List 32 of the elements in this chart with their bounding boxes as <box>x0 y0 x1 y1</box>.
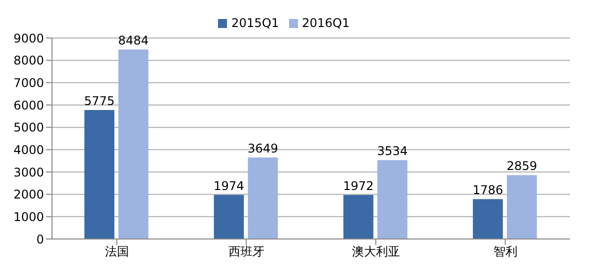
y-tick-label: 0 <box>36 232 44 246</box>
x-tick-label: 智利 <box>493 244 518 259</box>
bar <box>214 194 244 239</box>
x-tick-label: 澳大利亚 <box>352 244 400 259</box>
y-tick-label: 2000 <box>13 188 44 202</box>
bar <box>472 199 503 239</box>
data-label: 3649 <box>248 142 278 156</box>
y-tick-label: 7000 <box>13 76 44 90</box>
y-tick-label: 3000 <box>13 165 44 180</box>
bar <box>248 158 278 239</box>
y-tick-label: 8000 <box>13 54 44 68</box>
data-label: 1786 <box>472 183 504 198</box>
data-label: 5775 <box>84 94 115 108</box>
y-tick-label: 4000 <box>13 142 44 157</box>
x-tick-label: 西班牙 <box>228 244 264 259</box>
data-label: 8484 <box>118 34 149 48</box>
data-label: 2859 <box>506 159 538 174</box>
x-tick-label: 法国 <box>104 244 129 259</box>
y-tick-label: 6000 <box>13 98 44 112</box>
y-tick-label: 1000 <box>13 210 44 224</box>
bar <box>343 194 374 239</box>
bar <box>377 160 408 239</box>
bar <box>506 175 537 239</box>
bar <box>84 110 114 239</box>
legend-label: 2016Q1 <box>302 16 350 30</box>
data-label: 1974 <box>214 178 244 193</box>
data-label: 1972 <box>343 178 374 193</box>
data-label: 3534 <box>377 144 408 158</box>
bar <box>118 50 148 239</box>
legend-label: 2015Q1 <box>231 16 279 30</box>
y-tick-label: 9000 <box>13 31 44 46</box>
y-tick-label: 5000 <box>13 120 44 135</box>
